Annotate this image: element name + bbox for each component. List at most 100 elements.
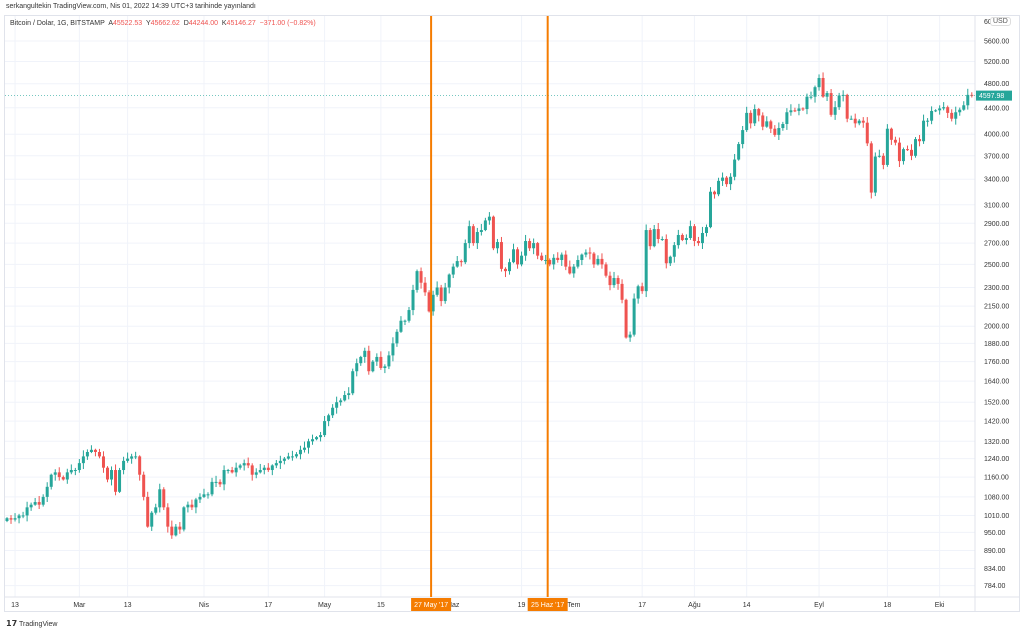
y-tick-label: 1760.00 [984, 359, 1009, 366]
candle-body [536, 243, 540, 256]
candle-body [294, 454, 298, 457]
candle-body [765, 121, 769, 127]
close-value: 45146.27 [226, 20, 256, 27]
y-tick-label: 890.00 [984, 548, 1006, 555]
candle-body [319, 435, 323, 438]
candle-body [487, 216, 491, 221]
candle-body [467, 226, 471, 244]
candle-body [178, 526, 182, 530]
candle-body [793, 110, 797, 112]
candle-body [845, 94, 849, 119]
candle-body [274, 463, 278, 466]
x-tick-label: Haz [447, 602, 460, 609]
candle-body [737, 144, 741, 160]
candle-body [106, 467, 109, 480]
candle-body [435, 287, 439, 295]
x-tick-label: 15 [377, 602, 385, 609]
candle-body [942, 107, 946, 109]
y-tick-label: 1080.00 [984, 494, 1009, 501]
candle-body [628, 334, 632, 338]
candle-body [57, 472, 61, 478]
candle-body [801, 108, 805, 110]
candle-body [45, 486, 49, 497]
candle-body [93, 449, 97, 452]
candle-body [881, 155, 885, 165]
candle-body [632, 298, 636, 335]
candle-body [584, 252, 588, 255]
candle-body [258, 470, 262, 473]
candle-body [439, 287, 443, 302]
candle-body [214, 481, 218, 483]
candle-body [411, 289, 415, 311]
candle-body [351, 371, 355, 394]
candle-body [471, 226, 475, 244]
y-tick-label: 2150.00 [984, 304, 1009, 311]
candle-body [142, 474, 146, 497]
candle-body [757, 109, 761, 116]
candle-body [733, 159, 737, 177]
candle-body [572, 266, 576, 274]
candle-body [680, 234, 684, 241]
candle-body [403, 320, 407, 322]
candle-body [761, 115, 765, 127]
candle-body [25, 507, 29, 516]
y-tick-label: 60 [984, 19, 992, 26]
candle-body [556, 257, 560, 260]
candle-body [302, 447, 306, 450]
y-tick-label: 2700.00 [984, 241, 1009, 248]
candle-body [154, 507, 158, 513]
x-tick-label: Tem [567, 602, 580, 609]
candle-body [246, 463, 250, 466]
candle-body [508, 262, 511, 272]
candle-body [391, 343, 395, 356]
y-tick-label: 2300.00 [984, 285, 1009, 292]
candle-body [624, 299, 628, 338]
candle-body [684, 237, 688, 241]
currency-button[interactable]: USD [990, 17, 1011, 26]
candle-body [355, 363, 359, 372]
candle-body [479, 230, 483, 233]
candle-body [210, 481, 214, 495]
candle-body [343, 395, 347, 401]
candle-body [134, 456, 138, 458]
candle-body [198, 496, 202, 500]
candle-body [499, 242, 503, 269]
candle-body [49, 474, 53, 487]
y-tick-label: 784.00 [984, 583, 1006, 590]
candle-body [339, 400, 343, 403]
candle-body [73, 470, 77, 472]
y-tick-label: 1420.00 [984, 419, 1009, 426]
y-tick-label: 2500.00 [984, 262, 1009, 269]
x-tick-label: Eyl [814, 602, 824, 609]
candle-body [459, 261, 463, 263]
candle-body [620, 283, 624, 300]
candle-body [544, 259, 548, 261]
candle-body [688, 226, 692, 238]
candle-body [889, 128, 893, 140]
candle-body [548, 259, 552, 265]
y-tick-label: 1880.00 [984, 341, 1009, 348]
candle-body [789, 110, 793, 113]
candle-body [865, 122, 869, 144]
candle-body [182, 507, 186, 530]
candle-body [600, 258, 604, 265]
candle-body [427, 292, 431, 312]
candle-body [423, 282, 427, 293]
published-note: serkangultekin TradingView.com, Nis 01, … [6, 3, 256, 10]
candle-body [383, 366, 387, 368]
candle-body [431, 294, 435, 312]
candle-body [664, 239, 668, 264]
candle-body [777, 128, 781, 135]
candle-body [676, 234, 680, 246]
candle-body [713, 191, 717, 195]
candle-body [270, 465, 274, 471]
y-tick-label: 4000.00 [984, 132, 1009, 139]
candle-body [528, 241, 532, 249]
candle-body [596, 258, 600, 265]
x-tick-label: Nis [199, 602, 210, 609]
symbol-name[interactable]: Bitcoin / Dolar, 1G, BITSTAMP [10, 20, 105, 27]
tradingview-logo-icon: 𝟭𝟳 [6, 619, 18, 628]
x-tick-label: Mar [73, 602, 86, 609]
candle-body [110, 470, 114, 480]
